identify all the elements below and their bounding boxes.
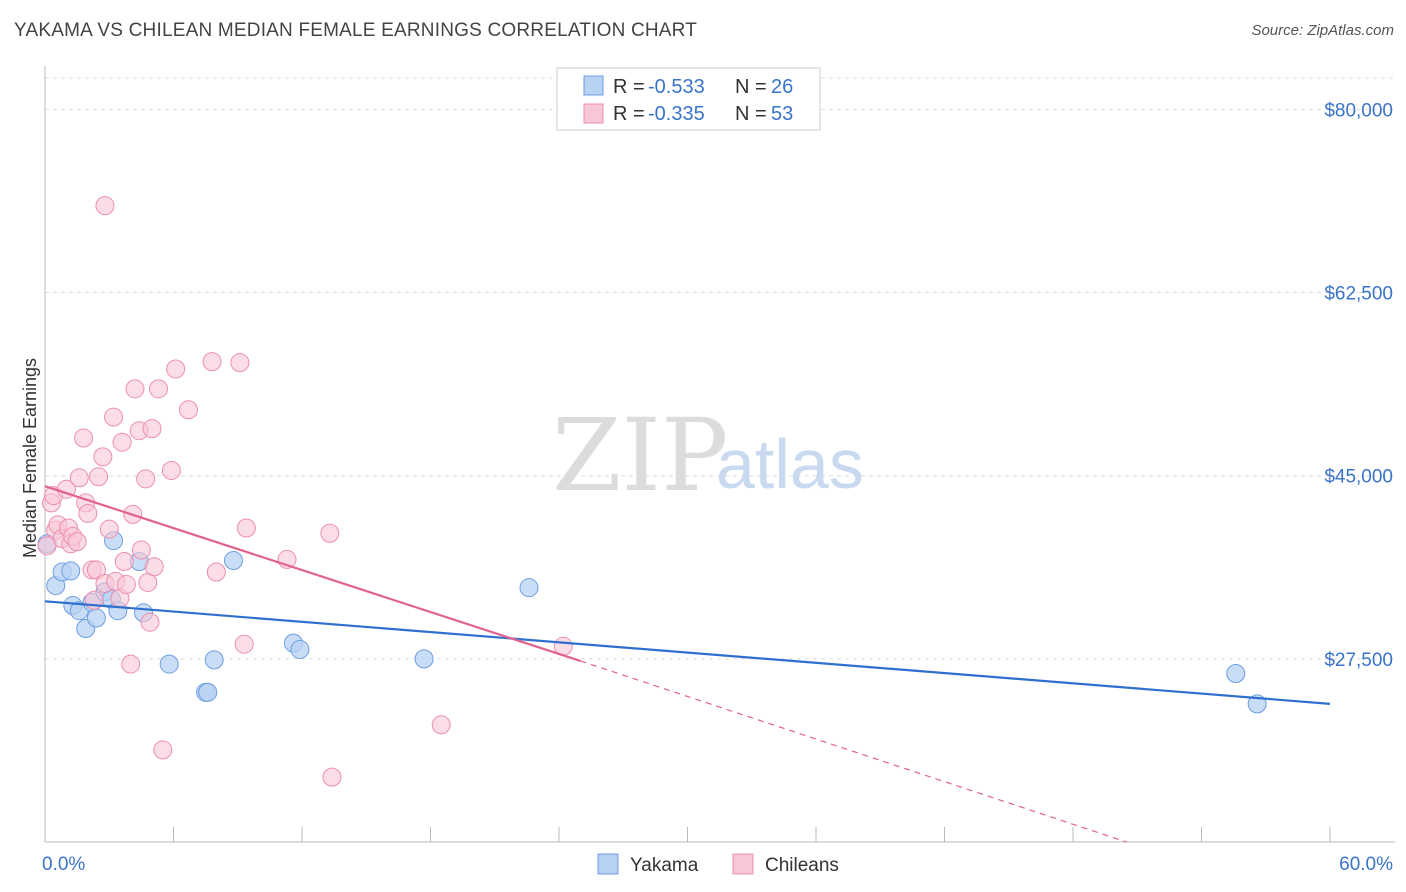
legend-swatch-chileans [583,103,604,124]
yakama-point [86,608,106,628]
chilean-point [86,560,106,580]
yakama-point [223,550,243,570]
yakama-point [290,639,310,659]
chilean-point [202,352,222,372]
legend-r-label-1: R = [613,76,645,98]
bottom-legend-label-yakama: Yakama [630,855,699,876]
yakama-point [61,561,81,581]
y-tick-label: $62,500 [1324,284,1393,305]
series-yakama [37,531,1267,714]
chilean-point [89,467,109,487]
legend-n-label-1: N = [735,76,767,98]
legend-n-value-2: 53 [771,103,793,125]
legend-r-value-1: -0.533 [648,76,705,98]
chilean-point [131,540,151,560]
watermark-atlas: atlas [716,425,864,503]
chilean-point [142,419,162,439]
grid-lines [45,77,1395,660]
yakama-trend-line [44,600,1331,705]
y-tick-label: $27,500 [1324,650,1393,671]
yakama-point [204,650,224,670]
chilean-point [69,468,89,488]
x-tick-label-min: 0.0% [42,854,85,875]
chilean-point [230,353,250,373]
yakama-point [159,654,179,674]
legend-n-value-1: 26 [771,76,793,98]
chilean-trend-line [44,485,581,662]
chilean-point [125,379,145,399]
chilean-point [95,196,115,216]
yakama-point [519,578,539,598]
chilean-point [112,432,132,452]
chilean-point [431,715,451,735]
chilean-point [320,523,340,543]
axes [44,66,1395,843]
chilean-point [144,557,164,577]
chilean-point [322,767,342,787]
legend-r-label-2: R = [613,103,645,125]
chilean-point [136,469,156,489]
x-tick-label-max: 60.0% [1339,854,1393,875]
watermark-zip: ZIP [552,397,728,514]
chilean-point [114,552,134,572]
chilean-point [78,503,98,523]
source-credit: Source: ZipAtlas.com [1251,22,1394,39]
series-chileans [37,196,573,787]
chilean-point [93,447,113,467]
legend-r-value-2: -0.335 [648,103,705,125]
bottom-legend: Yakama Chileans [597,853,839,876]
chilean-trend-extension [580,660,1127,843]
chilean-point [161,460,181,480]
legend-box: R = -0.533 N = 26 R = -0.335 N = 53 [556,67,821,131]
y-tick-labels: $27,500 $45,000 $62,500 $80,000 [1324,100,1393,670]
chilean-point [178,400,198,420]
y-tick-label: $80,000 [1324,100,1393,121]
bottom-legend-label-chileans: Chileans [765,855,839,876]
legend-n-label-2: N = [735,103,767,125]
bottom-legend-swatch-yakama [597,853,619,875]
watermark: ZIP atlas [552,397,864,514]
chart-title: YAKAMA VS CHILEAN MEDIAN FEMALE EARNINGS… [14,20,698,41]
trend-lines [44,485,1331,843]
chilean-point [104,407,124,427]
yakama-point [198,682,218,702]
chilean-point [67,532,87,552]
x-tick-labels: 0.0% 60.0% [42,854,1393,875]
bottom-legend-swatch-chileans [732,853,754,875]
chilean-point [206,562,226,582]
chilean-point [166,359,186,379]
yakama-point [1226,664,1246,684]
chilean-point [121,654,141,674]
chilean-point [236,518,256,538]
chilean-point [74,428,94,448]
chilean-point [99,519,119,539]
legend-swatch-yakama [583,75,604,96]
chilean-point [153,740,173,760]
chilean-point [234,634,254,654]
chilean-point [116,575,136,595]
y-tick-label: $45,000 [1324,467,1393,488]
y-axis-label: Median Female Earnings [20,358,40,558]
chilean-point [140,612,160,632]
yakama-point [414,649,434,669]
chilean-point [149,379,169,399]
